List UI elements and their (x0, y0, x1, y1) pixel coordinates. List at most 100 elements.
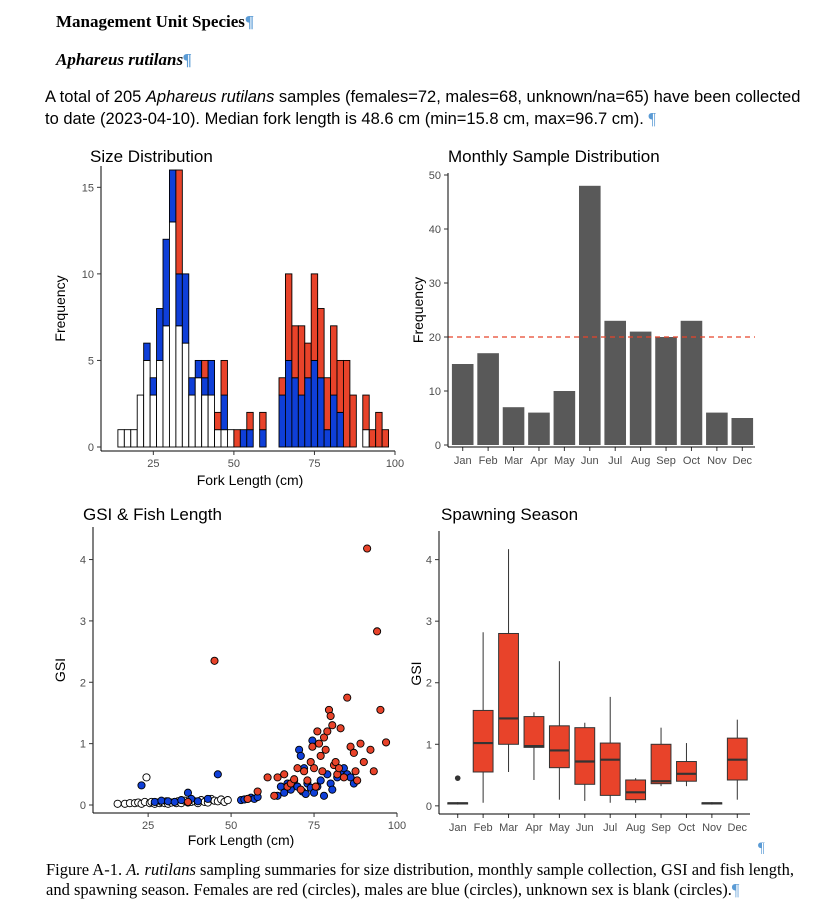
histogram-bar (220, 394, 228, 431)
x-tick-label: Sep (656, 455, 676, 467)
histogram-bar (362, 429, 370, 448)
scatter-point (313, 727, 322, 736)
x-tick-label: 25 (142, 820, 154, 832)
histogram-bar (149, 394, 158, 448)
x-tick-label: 100 (386, 458, 404, 470)
scatter-point (296, 751, 305, 760)
scatter-point (336, 724, 345, 733)
intro-paragraph: A total of 205 Aphareus rutilans samples… (45, 88, 801, 128)
histogram-bar (181, 342, 190, 448)
histogram-bar (143, 342, 151, 361)
histogram-bar (278, 377, 286, 396)
histogram-bar (181, 273, 190, 344)
y-tick-label: 5 (88, 355, 94, 367)
histogram-bar (201, 377, 209, 396)
histogram-bar (168, 169, 177, 223)
histogram-bar (201, 394, 209, 448)
x-tick-label: Oct (683, 455, 700, 467)
y-tick-label: 50 (429, 170, 441, 182)
histogram-bar (246, 429, 254, 448)
histogram-bar (156, 359, 164, 448)
month-bar (680, 320, 703, 445)
box (472, 709, 494, 773)
histogram-bar (330, 325, 338, 396)
month-bar (528, 412, 550, 445)
histogram-bar (342, 359, 351, 448)
scatter-point (351, 767, 360, 776)
histogram-bar (162, 238, 170, 327)
scatter-point (349, 748, 358, 757)
spawning-season-chart: Spawning Season Jan Feb Mar Apr May Jun Jul Aug S… (408, 505, 750, 834)
month-bar (604, 320, 627, 445)
scatter-point (369, 767, 378, 776)
histogram-bar (323, 377, 332, 431)
x-tick-label: Mar (504, 455, 523, 467)
histogram-bar (304, 342, 312, 379)
histogram-bar (362, 394, 370, 431)
figure-caption: Figure A-1. A. rutilans sampling summari… (46, 860, 794, 899)
histogram-bar (130, 429, 138, 448)
x-tick-label: 25 (147, 458, 159, 470)
y-tick-label: 30 (429, 278, 441, 290)
scatter-point (366, 745, 375, 754)
histogram-bar (239, 429, 248, 448)
scatter-point (318, 767, 327, 776)
x-tick-label: Apr (525, 822, 542, 834)
histogram-bar (136, 394, 145, 448)
histogram-bar (317, 308, 325, 379)
x-tick-label: Aug (631, 455, 651, 467)
y-tick-label: 2 (426, 678, 432, 690)
histogram-bar (149, 377, 158, 396)
x-tick-label: Jan (454, 455, 472, 467)
month-bar (553, 391, 576, 445)
scatter-point (319, 733, 329, 742)
histogram-bar (201, 359, 209, 379)
x-tick-label: Oct (678, 822, 695, 834)
histogram-bar (175, 273, 183, 327)
x-tick-label: Sep (651, 822, 671, 834)
box (523, 716, 545, 748)
box (548, 725, 570, 769)
x-axis-label: Fork Length (cm) (197, 472, 304, 488)
scatter-point (243, 794, 252, 803)
scatter-point (293, 764, 302, 773)
x-axis-label: Fork Length (cm) (188, 832, 295, 848)
histogram-bar (317, 377, 325, 448)
histogram-bar (330, 394, 338, 448)
histogram-bar (214, 429, 222, 448)
box (498, 632, 519, 745)
scatter-point (270, 791, 279, 800)
scatter-point (321, 745, 330, 754)
scatter-point (183, 788, 193, 797)
x-tick-label: 75 (308, 820, 320, 832)
y-tick-label: 10 (429, 386, 441, 398)
scatter-point (183, 797, 193, 806)
scatter-point (308, 742, 317, 751)
section-heading: Management Unit Species¶ (56, 12, 255, 31)
scatter-point (213, 770, 222, 779)
size-distribution-chart: Size Distribution 0 5 10 15 25 50 75 100 Fork Len… (52, 147, 404, 488)
histogram-bar (381, 429, 390, 448)
month-bar (502, 407, 525, 445)
histogram-bar (175, 169, 183, 275)
histogram-bar (143, 359, 151, 448)
month-bar (451, 364, 474, 445)
scatter-point (376, 705, 385, 714)
y-tick-label: 10 (82, 269, 94, 281)
box (676, 761, 697, 782)
scatter-point (316, 776, 325, 785)
scatter-point (290, 775, 299, 784)
x-tick-label: Feb (479, 455, 498, 467)
y-tick-label: 0 (80, 800, 86, 812)
histogram-bar (233, 429, 241, 448)
x-tick-label: Jun (576, 822, 594, 834)
month-bar (731, 418, 754, 445)
x-tick-label: Jul (608, 455, 622, 467)
histogram-bar (207, 394, 216, 448)
y-tick-label: 0 (435, 440, 441, 452)
scatter-point (316, 751, 325, 760)
y-tick-label: 0 (426, 801, 432, 813)
scatter-point (356, 739, 365, 748)
histogram-bar (117, 429, 125, 448)
scatter-point (193, 797, 202, 806)
